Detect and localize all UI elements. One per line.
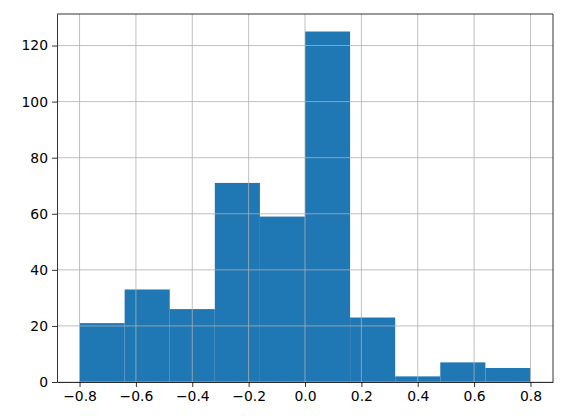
tick: 80 bbox=[30, 150, 57, 166]
bar bbox=[305, 32, 350, 382]
tick: 0.8 bbox=[520, 382, 542, 404]
bar bbox=[350, 318, 395, 382]
tick-mark bbox=[52, 46, 57, 47]
tick-label: 80 bbox=[30, 150, 48, 166]
grid-line bbox=[57, 269, 553, 270]
tick: −0.8 bbox=[63, 382, 97, 404]
bar bbox=[260, 217, 305, 382]
grid-line bbox=[248, 14, 249, 382]
grid-line bbox=[361, 14, 362, 382]
y-axis: 0 20 40 60 80 100 120 bbox=[21, 15, 57, 390]
grid-line bbox=[57, 45, 553, 46]
grid-line bbox=[530, 14, 531, 382]
tick-label: 120 bbox=[21, 37, 48, 53]
grid-line bbox=[135, 14, 136, 382]
bar bbox=[125, 289, 170, 382]
grid-line bbox=[57, 325, 553, 326]
tick-mark bbox=[474, 382, 475, 387]
tick-mark bbox=[52, 382, 57, 383]
tick: 100 bbox=[21, 94, 57, 110]
frame bbox=[57, 14, 553, 15]
tick-mark bbox=[52, 158, 57, 159]
tick-mark bbox=[305, 382, 306, 387]
bar bbox=[80, 323, 125, 382]
grid-line bbox=[57, 382, 553, 383]
bar bbox=[215, 183, 260, 382]
tick-label: −0.2 bbox=[232, 388, 266, 404]
tick: −0.4 bbox=[176, 382, 210, 404]
tick-mark bbox=[52, 102, 57, 103]
grid-line bbox=[474, 14, 475, 382]
tick-label: −0.4 bbox=[176, 388, 210, 404]
tick-label: −0.8 bbox=[63, 388, 97, 404]
grid-line bbox=[57, 157, 553, 158]
tick-label: 60 bbox=[30, 206, 48, 222]
tick-mark bbox=[192, 382, 193, 387]
tick-mark bbox=[52, 270, 57, 271]
tick-mark bbox=[249, 382, 250, 387]
tick-label: −0.6 bbox=[120, 388, 154, 404]
tick-label: 0 bbox=[39, 374, 48, 390]
frame bbox=[553, 14, 554, 382]
tick: 120 bbox=[21, 37, 57, 53]
grid bbox=[57, 14, 553, 382]
tick: −0.2 bbox=[232, 382, 266, 404]
chart: −0.8 −0.6 −0.4 −0.2 0.0 0.2 0.4 0.6 0.8 0 20 40 60 80… bbox=[0, 0, 581, 416]
tick-label: 100 bbox=[21, 94, 48, 110]
tick: 20 bbox=[30, 318, 57, 334]
tick: 60 bbox=[30, 206, 57, 222]
tick-mark bbox=[136, 382, 137, 387]
tick-mark bbox=[52, 326, 57, 327]
bar bbox=[485, 368, 530, 382]
grid-line bbox=[417, 14, 418, 382]
tick-mark bbox=[52, 214, 57, 215]
tick-label: 0.4 bbox=[407, 388, 429, 404]
tick-mark bbox=[418, 382, 419, 387]
grid-line bbox=[79, 14, 80, 382]
tick-label: 0.0 bbox=[294, 388, 316, 404]
grid-line bbox=[57, 101, 553, 102]
tick: 0.2 bbox=[351, 382, 373, 404]
grid-line bbox=[57, 213, 553, 214]
tick: 0.6 bbox=[464, 382, 486, 404]
tick-mark bbox=[361, 382, 362, 387]
tick-mark bbox=[80, 382, 81, 387]
tick: −0.6 bbox=[120, 382, 154, 404]
tick-mark bbox=[530, 382, 531, 387]
x-axis: −0.8 −0.6 −0.4 −0.2 0.0 0.2 0.4 0.6 0.8 bbox=[58, 382, 554, 404]
tick-label: 0.6 bbox=[464, 388, 486, 404]
tick-label: 0.2 bbox=[351, 388, 373, 404]
tick: 40 bbox=[30, 262, 57, 278]
grid-line bbox=[305, 14, 306, 382]
tick: 0.0 bbox=[294, 382, 316, 404]
plot: −0.8 −0.6 −0.4 −0.2 0.0 0.2 0.4 0.6 0.8 0 20 40 60 80… bbox=[21, 14, 553, 404]
grid-line bbox=[192, 14, 193, 382]
tick: 0.4 bbox=[407, 382, 429, 404]
bar bbox=[440, 362, 485, 382]
tick: 0 bbox=[39, 374, 57, 390]
tick-label: 20 bbox=[30, 318, 48, 334]
tick-label: 0.8 bbox=[520, 388, 542, 404]
axis-line bbox=[57, 15, 58, 383]
tick-label: 40 bbox=[30, 262, 48, 278]
